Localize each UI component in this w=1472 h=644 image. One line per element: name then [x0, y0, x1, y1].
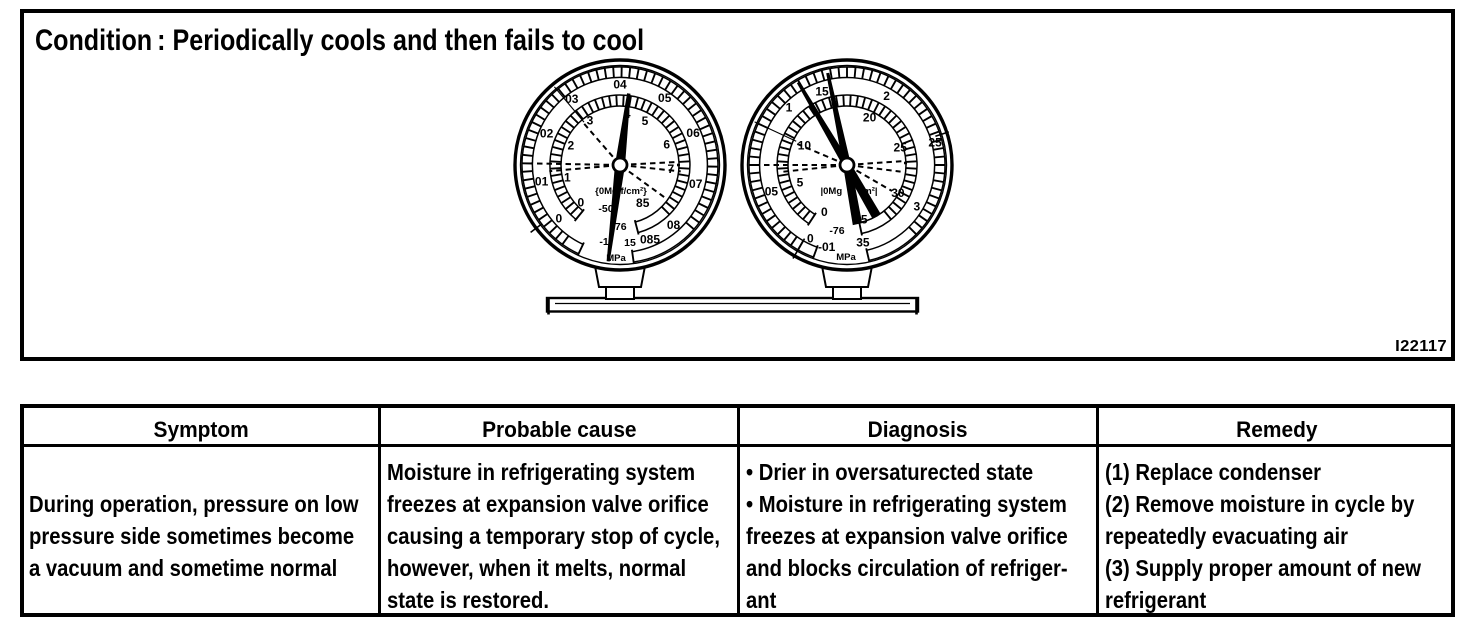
svg-text:MPa: MPa: [606, 253, 626, 264]
svg-text:20: 20: [863, 110, 877, 124]
svg-text:-50: -50: [598, 203, 613, 215]
svg-text:MPa: MPa: [836, 252, 856, 263]
svg-text:07: 07: [689, 177, 703, 191]
svg-text:08: 08: [667, 218, 681, 232]
svg-text:25: 25: [894, 141, 908, 155]
svg-text:0: 0: [807, 232, 814, 246]
svg-text:15: 15: [624, 237, 636, 249]
svg-text:05: 05: [658, 91, 672, 105]
svg-text:25: 25: [928, 136, 942, 150]
svg-text:1: 1: [564, 171, 571, 185]
svg-text:30: 30: [891, 186, 905, 200]
svg-text:15: 15: [815, 84, 829, 98]
svg-text:5: 5: [642, 114, 649, 128]
svg-text:-1: -1: [599, 236, 608, 248]
svg-text:0: 0: [556, 212, 563, 226]
svg-text:2: 2: [883, 89, 890, 103]
svg-text:0: 0: [577, 196, 584, 210]
svg-text:1: 1: [786, 100, 793, 114]
svg-text:05: 05: [765, 184, 779, 198]
svg-text:6: 6: [663, 138, 670, 152]
svg-text:06: 06: [686, 126, 700, 140]
svg-text:35: 35: [856, 236, 870, 250]
svg-text:5: 5: [797, 175, 804, 189]
svg-text:04: 04: [613, 77, 627, 91]
svg-text:85: 85: [636, 196, 650, 210]
svg-text:-76: -76: [829, 225, 844, 237]
svg-text:7: 7: [668, 162, 675, 176]
svg-text:03: 03: [565, 92, 579, 106]
svg-text:02: 02: [540, 127, 554, 141]
svg-text:01: 01: [535, 174, 549, 188]
svg-text:-01: -01: [818, 240, 836, 254]
svg-text:2: 2: [568, 139, 575, 153]
svg-text:085: 085: [640, 233, 660, 247]
svg-text:3: 3: [587, 113, 594, 127]
svg-text:0: 0: [821, 205, 828, 219]
svg-text:3: 3: [914, 199, 921, 213]
svg-text:{0Mg f/cm²}: {0Mg f/cm²}: [595, 186, 647, 197]
